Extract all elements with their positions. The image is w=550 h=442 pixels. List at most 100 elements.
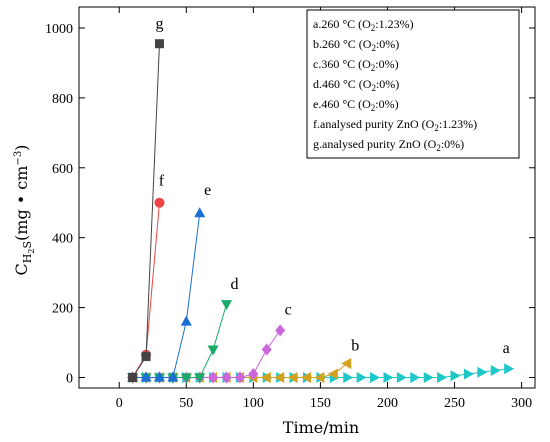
series-letter-e: e xyxy=(204,182,211,199)
series-b-point xyxy=(260,372,271,384)
series-g-line xyxy=(132,43,160,378)
series-d-point xyxy=(221,300,233,311)
y-axis-label-base: C xyxy=(12,263,31,275)
series-a-point xyxy=(450,370,461,382)
series-c-point xyxy=(208,371,219,384)
series-a-point xyxy=(370,372,381,384)
series-f-point xyxy=(154,197,165,208)
legend-entry: b.260 °C (O2:0%) xyxy=(313,37,399,53)
legend-entry-sub: 2 xyxy=(371,103,376,113)
x-tick-label: 200 xyxy=(377,396,398,411)
series-letter-g: g xyxy=(155,16,163,33)
legend-entry-text-end: :1.23%) xyxy=(439,117,477,131)
series-c-point xyxy=(248,368,259,381)
legend-entry-sub: 2 xyxy=(371,43,376,53)
axes: 0 50 100 150 200 250 300 0 200 400 600 800 1000 xyxy=(45,6,536,411)
series-c xyxy=(127,324,286,384)
legend-entry-text-end: :0%) xyxy=(375,57,398,71)
y-axis-label-sub2: S xyxy=(21,241,34,249)
legend-entry-text: d.460 °C (O xyxy=(313,77,372,91)
legend-entry-text-end: :0%) xyxy=(376,77,399,91)
series-b-point xyxy=(274,372,285,384)
y-tick-label: 1000 xyxy=(45,22,73,37)
series-b-point xyxy=(301,372,311,384)
legend-entry-text: b.260 °C (O xyxy=(313,37,372,51)
legend-entry-text: f.analysed purity ZnO (O xyxy=(313,117,435,131)
plot-frame xyxy=(78,6,536,389)
series-letter-b: b xyxy=(351,338,359,355)
series-a-point xyxy=(356,372,367,384)
series-a-point xyxy=(463,368,474,380)
x-tick-label: 250 xyxy=(444,396,465,411)
y-axis-label-unit-sup: −3 xyxy=(13,151,24,166)
series-d-point xyxy=(180,373,192,384)
series-b-point xyxy=(327,368,338,380)
legend-entry: a.260 °C (O2:1.23%) xyxy=(313,17,414,33)
series-letter-f: f xyxy=(159,173,165,190)
y-axis-label: CH2S(mg • cm−3) xyxy=(12,145,36,276)
series-e-point xyxy=(167,371,179,382)
series-a-point xyxy=(477,366,488,378)
series-letter-a: a xyxy=(503,340,510,357)
series-b-point xyxy=(341,358,352,370)
series-a-point xyxy=(423,372,434,384)
series-c-point xyxy=(221,371,232,384)
x-tick-label: 50 xyxy=(179,396,193,411)
series-e-point xyxy=(140,371,152,382)
series-e-point xyxy=(153,371,165,382)
legend-entry-sub: 2 xyxy=(371,63,376,73)
series-e-point xyxy=(194,207,206,218)
series-e xyxy=(127,207,206,382)
y-tick-label: 400 xyxy=(52,232,73,247)
series-b-point xyxy=(287,372,298,384)
series-a-point xyxy=(396,372,407,384)
legend-entry-text-end: :1.23%) xyxy=(375,17,413,31)
y-axis-label-unit-close: ) xyxy=(12,145,31,151)
legend-entry: f.analysed purity ZnO (O2:1.23%) xyxy=(313,117,477,133)
legend-entry-sub: 2 xyxy=(371,23,376,33)
series-a-point xyxy=(343,372,354,384)
legend-entry-text: g.analysed purity ZnO (O xyxy=(313,137,437,151)
legend-entry: e.460 °C (O2:0%) xyxy=(313,97,399,113)
y-axis-label-subsub: 2 xyxy=(27,249,36,254)
series-letter-d: d xyxy=(231,276,239,293)
series-c-line xyxy=(132,330,281,379)
series-g xyxy=(128,39,164,383)
x-tick-label: 300 xyxy=(511,396,532,411)
x-tick-label: 100 xyxy=(243,396,264,411)
series-a-point xyxy=(383,372,394,384)
legend-box xyxy=(306,9,520,159)
series-g-point xyxy=(154,39,164,49)
series-d xyxy=(127,300,233,384)
legend-entry-text: c.360 °C (O xyxy=(313,57,371,71)
x-tick-label: 150 xyxy=(310,396,331,411)
series-a-point xyxy=(437,372,448,384)
series-c-point xyxy=(234,371,245,384)
series-e-point xyxy=(180,315,192,326)
legend: a.260 °C (O2:1.23%)b.260 °C (O2:0%)c.360… xyxy=(306,9,520,159)
y-tick-label: 600 xyxy=(52,162,73,177)
series-a-point xyxy=(504,363,515,375)
series-d-point xyxy=(194,373,206,384)
legend-entry-text: e.460 °C (O xyxy=(313,97,371,111)
series-layer xyxy=(126,39,515,384)
legend-entry: d.460 °C (O2:0%) xyxy=(313,77,399,93)
legend-entry-sub: 2 xyxy=(371,83,376,93)
series-letter-layer: a b c d e f g xyxy=(155,16,509,357)
series-a-point xyxy=(410,372,421,384)
series-g-point xyxy=(128,373,138,383)
y-tick-label: 200 xyxy=(52,302,73,317)
legend-entry: c.360 °C (O2:0%) xyxy=(313,57,399,73)
legend-entry-text-end: :0%) xyxy=(375,97,398,111)
legend-entry-sub: 2 xyxy=(434,123,439,133)
y-axis-label-sub: H xyxy=(21,254,34,264)
x-tick-label: 0 xyxy=(116,396,123,411)
y-tick-label: 0 xyxy=(66,372,73,387)
legend-entry-text-end: :0%) xyxy=(441,137,464,151)
legend-entry-text: a.260 °C (O xyxy=(313,17,371,31)
legend-entry-text-end: :0%) xyxy=(376,37,399,51)
series-g-point xyxy=(141,352,151,362)
y-tick-label: 800 xyxy=(52,92,73,107)
y-axis-label-unit: (mg • cm xyxy=(12,166,31,241)
